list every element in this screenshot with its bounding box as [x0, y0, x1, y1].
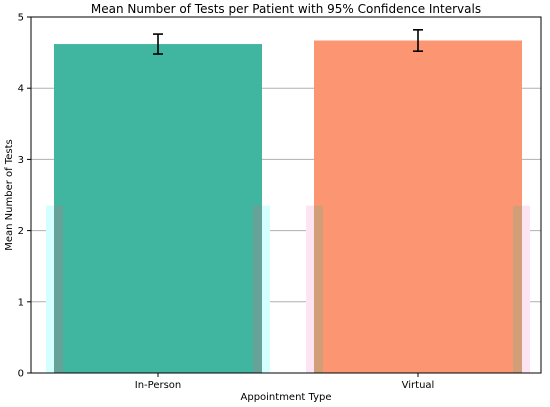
y-tick-label: 5 [18, 13, 24, 24]
bar-overlap-left [54, 205, 63, 373]
y-axis-label: Mean Number of Tests [4, 139, 15, 251]
y-tick-label: 0 [18, 369, 24, 380]
bar-overlap-left [314, 205, 323, 373]
x-tick-label: In-Person [135, 380, 182, 391]
x-axis-label: Appointment Type [241, 392, 332, 403]
error-bars [153, 29, 423, 55]
x-axis-ticks: In-Person Virtual [135, 373, 435, 391]
bar-overlap-right [513, 205, 522, 373]
bars [54, 40, 522, 373]
y-axis-ticks: 0 1 2 3 4 5 [18, 13, 31, 380]
bar-virtual [314, 40, 522, 373]
plot-frame [30, 16, 542, 374]
x-tick-label: Virtual [402, 380, 435, 391]
bar-in-person [54, 44, 262, 373]
chart-title: Mean Number of Tests per Patient with 95… [91, 2, 481, 16]
y-tick-label: 4 [18, 84, 24, 95]
y-tick-label: 2 [18, 226, 24, 237]
y-tick-label: 3 [18, 155, 24, 166]
y-tick-label: 1 [18, 297, 24, 308]
bar-overlap-right [253, 205, 262, 373]
